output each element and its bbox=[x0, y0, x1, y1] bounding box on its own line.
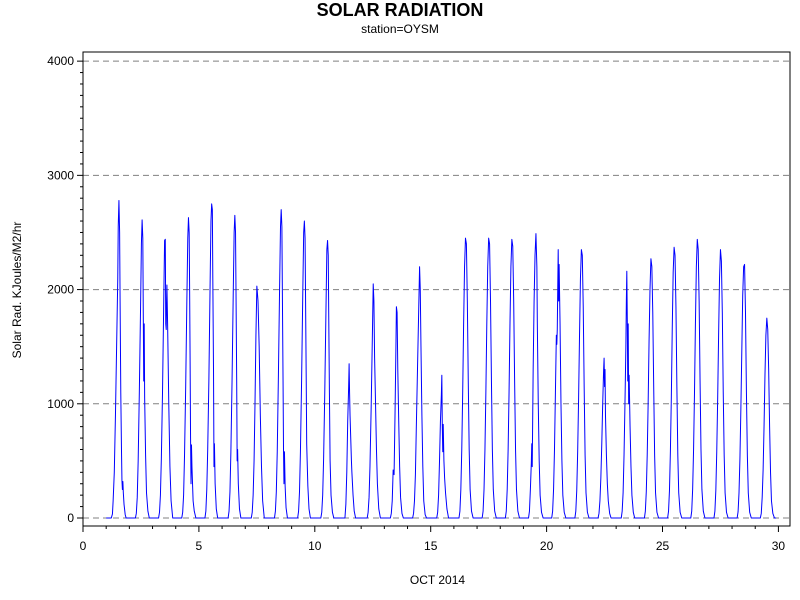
x-axis-label: OCT 2014 bbox=[409, 573, 466, 587]
y-tick-label: 0 bbox=[67, 511, 74, 525]
y-tick-label: 3000 bbox=[47, 168, 74, 182]
y-tick-label: 1000 bbox=[47, 397, 74, 411]
y-tick-label: 4000 bbox=[47, 54, 74, 68]
plot-frame bbox=[82, 51, 791, 527]
chart-subtitle: station=OYSM bbox=[361, 22, 439, 36]
axes: 0 1000 2000 3000 4000 0 5 10 15 20 25 30 bbox=[47, 54, 785, 553]
x-tick-label: 10 bbox=[308, 539, 322, 553]
x-tick-label: 30 bbox=[772, 539, 786, 553]
series-line bbox=[106, 199, 777, 519]
x-tick-label: 15 bbox=[424, 539, 438, 553]
chart-title: SOLAR RADIATION bbox=[316, 0, 484, 20]
gridlines bbox=[83, 60, 790, 519]
series-group bbox=[106, 199, 777, 519]
y-tick-label: 2000 bbox=[47, 283, 74, 297]
x-tick-label: 5 bbox=[196, 539, 203, 553]
x-tick-label: 25 bbox=[656, 539, 670, 553]
x-tick-label: 0 bbox=[80, 539, 87, 553]
x-tick-label: 20 bbox=[540, 539, 554, 553]
